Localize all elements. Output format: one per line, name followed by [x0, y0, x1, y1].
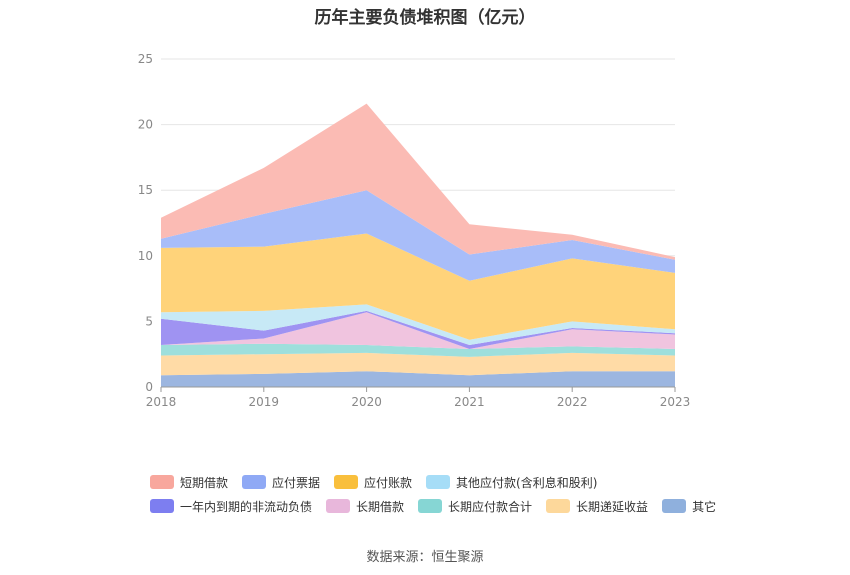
legend-swatch: [242, 475, 267, 489]
legend-item[interactable]: 短期借款: [150, 474, 228, 491]
legend-row-1: 短期借款 应付票据 应付账款 其他应付款(含利息和股利): [150, 470, 790, 494]
y-tick-label: 25: [138, 52, 153, 66]
legend-swatch: [418, 499, 443, 513]
legend-swatch: [662, 499, 687, 513]
legend-label: 一年内到期的非流动负债: [180, 499, 313, 514]
legend-swatch: [546, 499, 571, 513]
y-tick-label: 15: [138, 183, 153, 197]
legend-item[interactable]: 长期借款: [326, 498, 404, 515]
legend-swatch: [334, 475, 359, 489]
y-tick-label: 5: [145, 314, 153, 328]
y-tick-label: 10: [138, 249, 153, 263]
x-tick-label: 2018: [146, 395, 177, 409]
area-series-其它: [161, 371, 675, 387]
legend-swatch: [150, 499, 174, 513]
legend-item[interactable]: 一年内到期的非流动负债: [150, 498, 312, 515]
area-series-长期借款: [161, 312, 675, 349]
area-series-应付票据: [161, 190, 675, 281]
legend-label: 应付账款: [364, 475, 413, 490]
x-tick-label: 2020: [351, 395, 382, 409]
legend-row-2: 一年内到期的非流动负债 长期借款 长期应付款合计 长期递延收益 其它: [150, 494, 790, 518]
x-tick-label: 2023: [660, 395, 691, 409]
legend-label: 其它: [692, 499, 717, 514]
legend: 短期借款 应付票据 应付账款 其他应付款(含利息和股利) 一年内到期的非流动负债 长期借…: [150, 470, 790, 518]
axes: 0 5 10 15 20 25 2018 2019 2020 2021 2022 2023: [138, 52, 691, 409]
legend-label: 短期借款: [180, 475, 229, 490]
area-series-一年内到期的非流动负债: [161, 310, 675, 349]
area-series-其他应付款(含利息和股利): [161, 304, 675, 346]
area-series: [161, 103, 675, 387]
legend-item[interactable]: 其他应付款(含利息和股利): [426, 474, 597, 491]
legend-swatch: [326, 499, 351, 513]
y-tick-label: 20: [138, 118, 153, 132]
legend-label: 其他应付款(含利息和股利): [456, 475, 598, 490]
legend-label: 长期应付款合计: [448, 499, 533, 514]
area-series-应付账款: [161, 233, 675, 340]
legend-item[interactable]: 长期应付款合计: [418, 498, 532, 515]
y-tick-label: 0: [145, 380, 153, 394]
chart-title: 历年主要负债堆积图（亿元）: [314, 8, 536, 28]
legend-label: 长期借款: [356, 499, 405, 514]
area-series-长期应付款合计: [161, 343, 675, 357]
x-tick-label: 2021: [454, 395, 485, 409]
legend-swatch: [426, 475, 451, 489]
area-series-长期递延收益: [161, 352, 675, 376]
legend-label: 应付票据: [272, 475, 321, 490]
data-source-note: 数据来源：恒生聚源: [366, 550, 484, 565]
legend-item[interactable]: 长期递延收益: [546, 498, 648, 515]
legend-swatch: [150, 475, 174, 489]
legend-item[interactable]: 应付票据: [242, 474, 320, 491]
stacked-area-chart: 0 5 10 15 20 25 2018 2019 2020 2021 2022 2023: [138, 52, 691, 409]
legend-item[interactable]: 其它: [662, 498, 716, 515]
legend-item[interactable]: 应付账款: [334, 474, 412, 491]
x-tick-label: 2019: [249, 395, 280, 409]
area-series-短期借款: [161, 103, 675, 260]
x-tick-label: 2022: [557, 395, 588, 409]
legend-label: 长期递延收益: [576, 499, 649, 514]
